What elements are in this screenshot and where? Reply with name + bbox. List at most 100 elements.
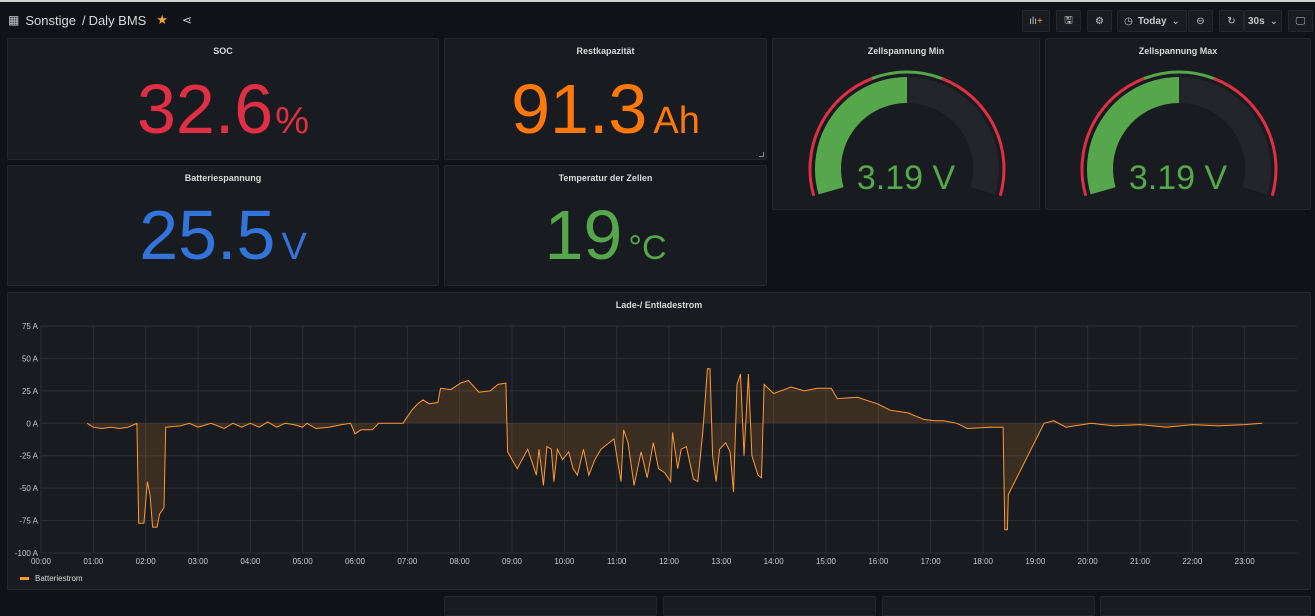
zoom-out-icon: ⊖ xyxy=(1196,15,1205,27)
time-range-label: Today xyxy=(1137,15,1167,27)
panel-batteriespannung[interactable]: Batteriespannung 25.5 V xyxy=(7,165,439,286)
refresh-icon: ↻ xyxy=(1227,15,1236,27)
y-tick-label: -50 A xyxy=(19,484,38,493)
gauge-value: 3.19 V xyxy=(1128,159,1228,197)
zoom-out-button[interactable]: ⊖ xyxy=(1188,10,1213,32)
x-tick-label: 17:00 xyxy=(921,557,942,566)
y-tick-label: 0 A xyxy=(26,419,38,428)
legend-label[interactable]: Batteriestrom xyxy=(35,574,83,583)
panel-partial xyxy=(1100,596,1311,616)
stat-value: 91.3 Ah xyxy=(445,69,766,149)
x-tick-label: 19:00 xyxy=(1025,557,1046,566)
chart-title: Lade-/ Entladestrom xyxy=(615,300,703,310)
x-tick-label: 11:00 xyxy=(607,557,627,566)
panel-temperatur[interactable]: Temperatur der Zellen 19 °C xyxy=(444,165,767,286)
x-tick-label: 10:00 xyxy=(554,557,575,566)
stat-value: 19 °C xyxy=(445,195,766,275)
panel-title: Zellspannung Min xyxy=(867,46,945,56)
x-tick-label: 18:00 xyxy=(973,557,994,566)
dashboard-settings-button[interactable]: ⚙ xyxy=(1087,10,1112,32)
y-tick-label: -100 A xyxy=(15,549,39,558)
refresh-interval-picker[interactable]: 30s ⌄ xyxy=(1244,10,1282,32)
share-icon[interactable]: ⋖ xyxy=(182,13,193,27)
gauge-threshold-ok xyxy=(871,70,943,80)
legend-swatch xyxy=(20,577,29,580)
series-area xyxy=(87,368,1263,530)
chevron-down-icon: ⌄ xyxy=(1171,15,1180,27)
tv-mode-button[interactable]: 🖵 xyxy=(1288,10,1313,32)
panel-title: Zellspannung Max xyxy=(1138,46,1218,56)
save-dashboard-button[interactable]: 🖫 xyxy=(1056,10,1081,32)
y-tick-label: 75 A xyxy=(22,322,39,331)
stat-number: 91.3 xyxy=(511,70,648,148)
dashboard-title[interactable]: Daly BMS xyxy=(88,12,147,28)
panel-zellspannung-max[interactable]: Zellspannung Max 3.19 V xyxy=(1045,38,1311,210)
x-tick-label: 06:00 xyxy=(345,557,366,566)
stat-unit: °C xyxy=(628,229,667,267)
settings-icon: ⚙ xyxy=(1095,15,1104,27)
add-panel-icon: ılı+ xyxy=(1029,15,1043,27)
stat-number: 32.6 xyxy=(136,70,274,148)
clock-icon: ◷ xyxy=(1124,15,1133,27)
stat-value: 32.6% xyxy=(8,69,438,149)
x-tick-label: 09:00 xyxy=(502,557,523,566)
x-tick-label: 15:00 xyxy=(816,557,837,566)
y-tick-label: -75 A xyxy=(19,517,38,526)
breadcrumb: ▦ Sonstige / Daly BMS ★ ⋖ xyxy=(8,12,192,28)
tv-mode-icon: 🖵 xyxy=(1295,15,1306,27)
refresh-button[interactable]: ↻ xyxy=(1219,10,1244,32)
gauge-threshold-low xyxy=(808,77,873,197)
x-tick-label: 03:00 xyxy=(188,557,209,566)
star-icon[interactable]: ★ xyxy=(156,12,169,27)
y-tick-label: 25 A xyxy=(22,387,39,396)
x-tick-label: 04:00 xyxy=(240,557,261,566)
stat-number: 25.5 xyxy=(139,196,276,274)
panel-restkapazitaet[interactable]: Restkapazität 91.3 Ah xyxy=(444,38,767,160)
dashboard-grid-icon: ▦ xyxy=(8,13,20,27)
x-tick-label: 01:00 xyxy=(83,557,104,566)
gauge-value: 3.19 V xyxy=(856,159,956,197)
stat-number: 19 xyxy=(544,196,623,274)
panel-title: SOC xyxy=(213,46,233,56)
x-tick-label: 13:00 xyxy=(711,557,732,566)
breadcrumb-separator: / xyxy=(81,12,86,28)
x-tick-label: 16:00 xyxy=(868,557,889,566)
dashboard-navbar: ▦ Sonstige / Daly BMS ★ ⋖ ılı+ 🖫 ⚙ ◷ Tod… xyxy=(0,2,1315,36)
series-line xyxy=(86,368,1263,531)
breadcrumb-folder[interactable]: Sonstige xyxy=(25,12,76,28)
gauge-threshold-ok xyxy=(1143,70,1215,80)
gauge xyxy=(1080,70,1278,197)
x-tick-label: 23:00 xyxy=(1235,557,1256,566)
x-tick-label: 07:00 xyxy=(397,557,418,566)
x-tick-label: 12:00 xyxy=(659,557,680,566)
add-panel-button[interactable]: ılı+ xyxy=(1022,10,1050,32)
panel-partial xyxy=(663,596,876,616)
gauge-threshold-low xyxy=(1080,77,1145,197)
y-tick-label: -25 A xyxy=(19,452,38,461)
x-tick-label: 00:00 xyxy=(31,557,52,566)
top-border xyxy=(0,0,1315,2)
time-range-picker[interactable]: ◷ Today ⌄ xyxy=(1117,10,1187,32)
panel-title: Temperatur der Zellen xyxy=(558,173,653,183)
x-tick-label: 05:00 xyxy=(293,557,314,566)
panel-title: Batteriespannung xyxy=(184,173,262,183)
x-tick-label: 14:00 xyxy=(764,557,785,566)
panel-lade-entladestrom[interactable]: Lade-/ Entladestrom 75 A 50 A 25 A 0 A -25 A… xyxy=(7,292,1311,590)
gauge-fill xyxy=(1087,77,1180,195)
x-tick-label: 22:00 xyxy=(1182,557,1203,566)
resize-handle[interactable] xyxy=(759,152,764,157)
stat-value: 25.5 V xyxy=(8,195,438,275)
x-tick-label: 20:00 xyxy=(1078,557,1099,566)
y-tick-label: 50 A xyxy=(22,354,39,363)
panel-zellspannung-min[interactable]: Zellspannung Min 3.19 V xyxy=(772,38,1040,210)
refresh-interval-label: 30s xyxy=(1247,15,1265,27)
panel-partial xyxy=(882,596,1095,616)
stat-unit: V xyxy=(281,226,307,268)
chart-legend: Batteriestrom xyxy=(20,574,83,583)
panel-soc[interactable]: SOC 32.6% xyxy=(7,38,439,160)
x-tick-label: 21:00 xyxy=(1130,557,1151,566)
gauge xyxy=(808,70,1006,197)
x-tick-label: 08:00 xyxy=(450,557,471,566)
chevron-down-icon: ⌄ xyxy=(1269,15,1279,27)
timeseries-chart[interactable]: 75 A 50 A 25 A 0 A -25 A -50 A -75 A -100 A00:0… xyxy=(8,293,1312,591)
